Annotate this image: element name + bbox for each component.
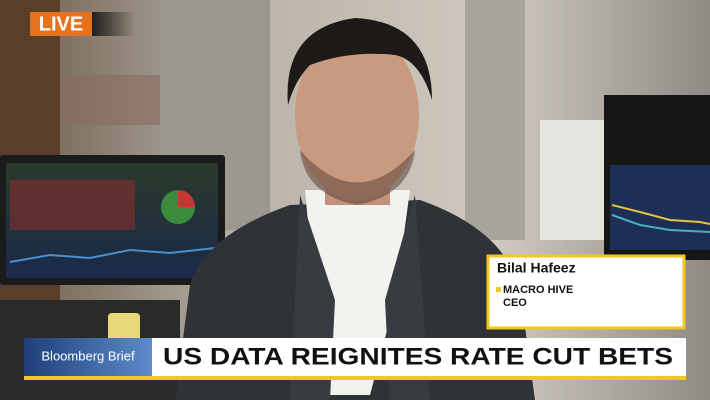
guest-organization: MACRO HIVE <box>503 284 573 296</box>
face <box>295 30 419 200</box>
screen-line <box>611 214 710 233</box>
screen-line <box>9 247 216 263</box>
screen-pie-slice <box>178 190 195 207</box>
monitor-screen <box>610 165 710 250</box>
brief-label-box <box>24 338 152 376</box>
live-label: LIVE <box>39 13 83 35</box>
cup <box>108 313 140 343</box>
brief-label: Bloomberg Brief <box>41 348 135 363</box>
live-badge <box>30 12 92 36</box>
guest-role: CEO <box>503 297 527 309</box>
headline-box <box>152 338 686 376</box>
screen-table <box>10 180 135 230</box>
column <box>465 0 525 240</box>
screen-line <box>611 204 710 225</box>
headline-underline <box>24 376 686 380</box>
headline: US DATA REIGNITES RATE CUT BETS <box>163 343 673 370</box>
background-desk <box>60 75 160 125</box>
beard <box>300 150 415 205</box>
live-badge-fade <box>90 12 135 36</box>
bullet <box>496 287 501 292</box>
guest-name: Bilal Hafeez <box>497 260 576 276</box>
name-card <box>486 254 686 330</box>
partition <box>540 120 610 240</box>
hair <box>287 18 432 105</box>
